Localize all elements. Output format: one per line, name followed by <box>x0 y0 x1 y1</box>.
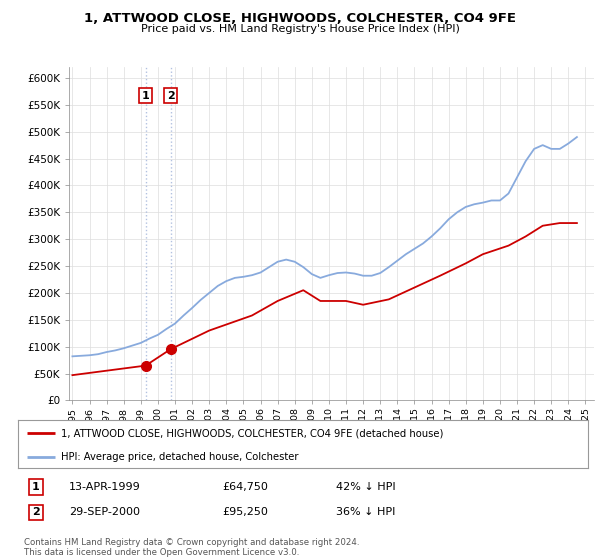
Text: 1: 1 <box>142 91 149 101</box>
Text: 29-SEP-2000: 29-SEP-2000 <box>69 507 140 517</box>
Text: 1: 1 <box>32 482 40 492</box>
Text: £95,250: £95,250 <box>222 507 268 517</box>
Text: 1, ATTWOOD CLOSE, HIGHWOODS, COLCHESTER, CO4 9FE: 1, ATTWOOD CLOSE, HIGHWOODS, COLCHESTER,… <box>84 12 516 25</box>
Text: 42% ↓ HPI: 42% ↓ HPI <box>336 482 395 492</box>
Text: 13-APR-1999: 13-APR-1999 <box>69 482 141 492</box>
Text: Price paid vs. HM Land Registry's House Price Index (HPI): Price paid vs. HM Land Registry's House … <box>140 24 460 34</box>
Text: Contains HM Land Registry data © Crown copyright and database right 2024.
This d: Contains HM Land Registry data © Crown c… <box>24 538 359 557</box>
Text: 2: 2 <box>167 91 175 101</box>
Text: 1, ATTWOOD CLOSE, HIGHWOODS, COLCHESTER, CO4 9FE (detached house): 1, ATTWOOD CLOSE, HIGHWOODS, COLCHESTER,… <box>61 428 443 438</box>
Text: HPI: Average price, detached house, Colchester: HPI: Average price, detached house, Colc… <box>61 452 298 462</box>
Text: 2: 2 <box>32 507 40 517</box>
Text: 36% ↓ HPI: 36% ↓ HPI <box>336 507 395 517</box>
Text: £64,750: £64,750 <box>222 482 268 492</box>
